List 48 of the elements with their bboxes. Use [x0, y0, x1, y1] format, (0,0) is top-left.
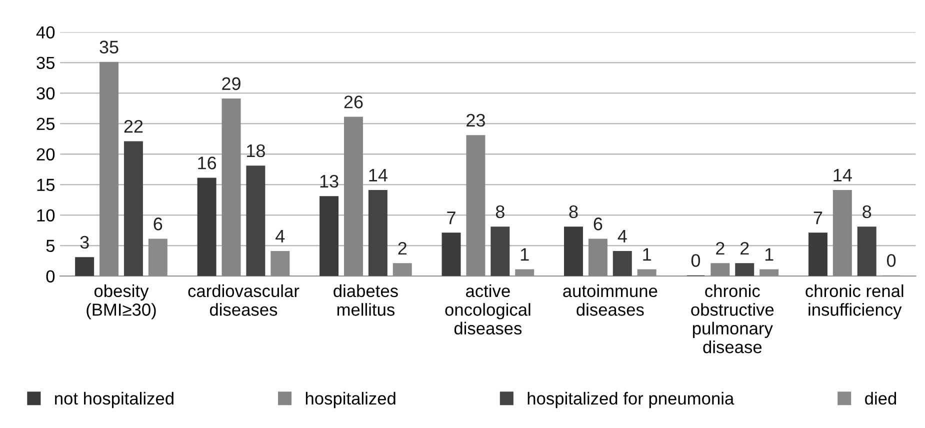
y-tick-label: 35: [36, 56, 55, 70]
data-label: 22: [124, 120, 143, 133]
data-label: 1: [643, 248, 651, 261]
data-label: 26: [344, 96, 363, 108]
data-label: 7: [814, 212, 822, 224]
data-label: 6: [154, 218, 162, 230]
data-label: 1: [765, 248, 774, 261]
y-tick-label: 30: [36, 87, 55, 100]
data-label: 8: [569, 205, 578, 218]
y-tick-label: 10: [37, 209, 55, 222]
data-label: 1: [520, 248, 529, 261]
x-tick-label: active oncological diseases: [445, 284, 530, 335]
data-label: 4: [276, 230, 285, 242]
data-label: 16: [198, 156, 216, 170]
data-label: 13: [320, 174, 338, 188]
data-label: 14: [834, 168, 852, 182]
data-label: 18: [247, 144, 265, 158]
data-label: 8: [496, 205, 504, 218]
data-label: 29: [222, 77, 240, 90]
y-tick-label: 25: [36, 118, 55, 130]
data-label: 0: [886, 254, 896, 267]
data-label: 8: [862, 205, 872, 218]
x-tick-label: chronic renal insufficiency: [806, 284, 904, 320]
data-label: 6: [594, 218, 602, 230]
y-tick-label: 40: [36, 26, 55, 39]
data-label: 2: [716, 242, 724, 255]
x-tick-label: autoimmune diseases: [563, 284, 658, 316]
x-tick-label: obesity (BMI≥30): [86, 284, 156, 320]
y-tick-label: 20: [36, 148, 55, 161]
legend-label: hospitalized: [306, 392, 396, 408]
data-label: 7: [447, 212, 456, 224]
data-label: 2: [740, 242, 749, 255]
data-label: 4: [618, 230, 627, 242]
data-label: 2: [398, 242, 406, 255]
data-label: 0: [691, 254, 700, 267]
y-tick-label: 15: [37, 178, 55, 192]
x-tick-label: chronic obstructive pulmonary disease: [691, 284, 774, 354]
legend-label: hospitalized for pneumonia: [528, 392, 734, 408]
data-label: 14: [369, 168, 388, 182]
legend-label: died: [865, 392, 896, 405]
data-label: 23: [466, 114, 485, 127]
legend-label: not hospitalized: [55, 392, 174, 408]
x-tick-label: diabetes mellitus: [334, 284, 398, 316]
y-tick-label: 0: [46, 270, 55, 283]
data-label: 35: [100, 40, 118, 54]
x-tick-label: cardiovascular diseases: [188, 284, 300, 316]
y-tick-label: 5: [46, 240, 55, 252]
data-label: 3: [80, 236, 89, 249]
